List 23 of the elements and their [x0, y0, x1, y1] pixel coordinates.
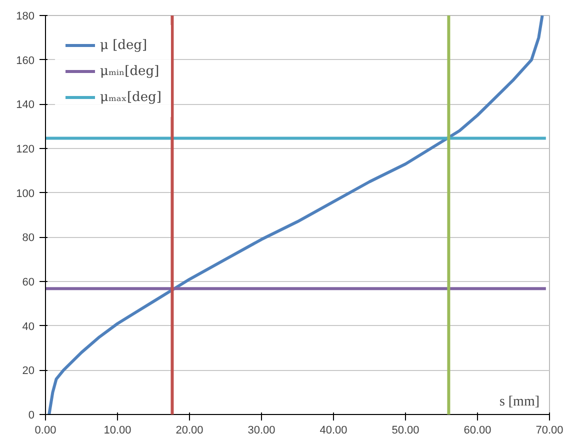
x-tick-label: 0.00 — [34, 424, 56, 436]
y-tick-label: 100 — [16, 188, 35, 200]
y-tick-label: 40 — [22, 320, 35, 333]
legend-label: μₘᵢₙ[deg] — [100, 64, 160, 78]
x-tick-label: 70.00 — [536, 424, 564, 436]
y-tick-label: 20 — [22, 365, 35, 378]
x-tick-label: 20.00 — [176, 424, 204, 436]
x-tick-label: 10.00 — [104, 424, 132, 436]
line-series — [48, 16, 544, 414]
legend-label: μ [deg] — [100, 38, 148, 52]
x-tick-label: 60.00 — [464, 424, 492, 436]
y-tick-label: 60 — [22, 276, 35, 288]
x-axis-title: s [mm] — [499, 394, 540, 410]
y-tick-label: 80 — [22, 232, 35, 244]
y-tick-label: 140 — [16, 99, 35, 112]
x-tick-label: 40.00 — [320, 424, 348, 436]
x-tick-label: 50.00 — [392, 424, 420, 436]
y-tick-label: 160 — [16, 54, 35, 67]
y-tick-label: 120 — [16, 144, 35, 156]
legend-label: μₘₐₓ[deg] — [100, 90, 162, 104]
x-tick-label: 30.00 — [248, 424, 276, 436]
y-tick-label: 180 — [16, 10, 35, 22]
y-tick-label: 0 — [28, 410, 35, 422]
